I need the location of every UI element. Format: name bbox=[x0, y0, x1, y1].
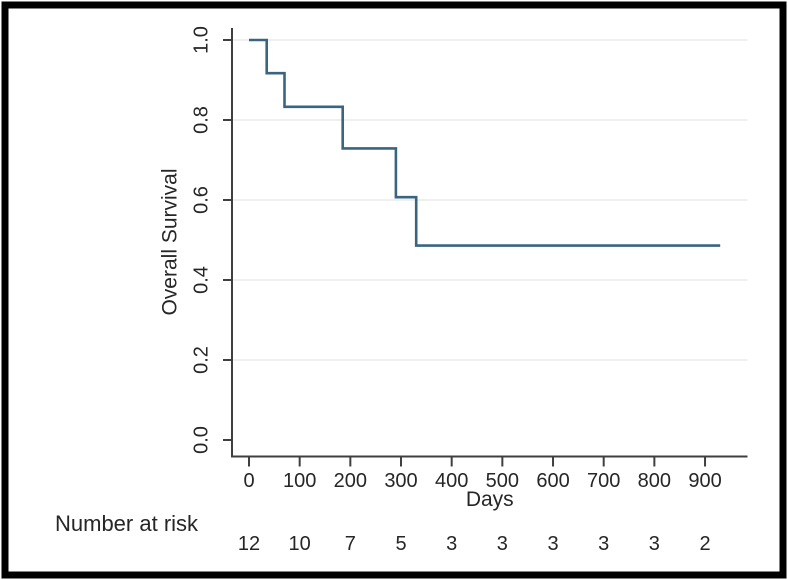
at-risk-count: 3 bbox=[446, 533, 457, 555]
y-tick-label: 0.8 bbox=[190, 106, 212, 134]
at-risk-count: 3 bbox=[649, 533, 660, 555]
at-risk-count: 3 bbox=[598, 533, 609, 555]
number-at-risk-table: Number at risk 12 10 7 5 3 3 3 3 3 2 bbox=[55, 511, 711, 555]
x-tick-label: 800 bbox=[638, 470, 671, 492]
x-tick-label: 100 bbox=[283, 470, 316, 492]
x-tick-label: 700 bbox=[587, 470, 620, 492]
y-tick-label: 1.0 bbox=[190, 26, 212, 54]
x-axis-ticks bbox=[248, 457, 707, 467]
gridlines bbox=[233, 39, 748, 361]
at-risk-count: 5 bbox=[395, 533, 406, 555]
x-tick-label: 900 bbox=[688, 470, 721, 492]
axis-titles: Overall Survival Days bbox=[159, 168, 514, 511]
x-tick-label: 200 bbox=[334, 470, 367, 492]
y-axis-ticks bbox=[223, 39, 232, 441]
y-axis-tick-labels: 0.0 0.2 0.4 0.6 0.8 1.0 bbox=[190, 26, 212, 454]
x-tick-label: 400 bbox=[435, 470, 468, 492]
km-step-line bbox=[249, 38, 721, 247]
number-at-risk-label: Number at risk bbox=[55, 511, 199, 536]
y-tick-label: 0.6 bbox=[190, 186, 212, 214]
x-tick-label: 0 bbox=[243, 470, 254, 492]
at-risk-count: 3 bbox=[547, 533, 558, 555]
at-risk-count: 2 bbox=[699, 533, 710, 555]
y-tick-label: 0.0 bbox=[190, 426, 212, 454]
x-tick-label: 600 bbox=[536, 470, 569, 492]
x-tick-label: 500 bbox=[486, 470, 519, 492]
x-tick-label: 300 bbox=[384, 470, 417, 492]
at-risk-count: 12 bbox=[238, 533, 260, 555]
at-risk-count: 10 bbox=[289, 533, 311, 555]
axes bbox=[231, 28, 748, 458]
y-tick-label: 0.4 bbox=[190, 266, 212, 294]
at-risk-count: 7 bbox=[345, 533, 356, 555]
x-axis-title: Days bbox=[466, 488, 514, 511]
x-axis-tick-labels: 0 100 200 300 400 500 600 700 800 900 bbox=[243, 470, 721, 492]
y-tick-label: 0.2 bbox=[190, 346, 212, 374]
survival-curve bbox=[249, 38, 721, 247]
y-axis-title: Overall Survival bbox=[159, 168, 182, 315]
at-risk-count: 3 bbox=[497, 533, 508, 555]
